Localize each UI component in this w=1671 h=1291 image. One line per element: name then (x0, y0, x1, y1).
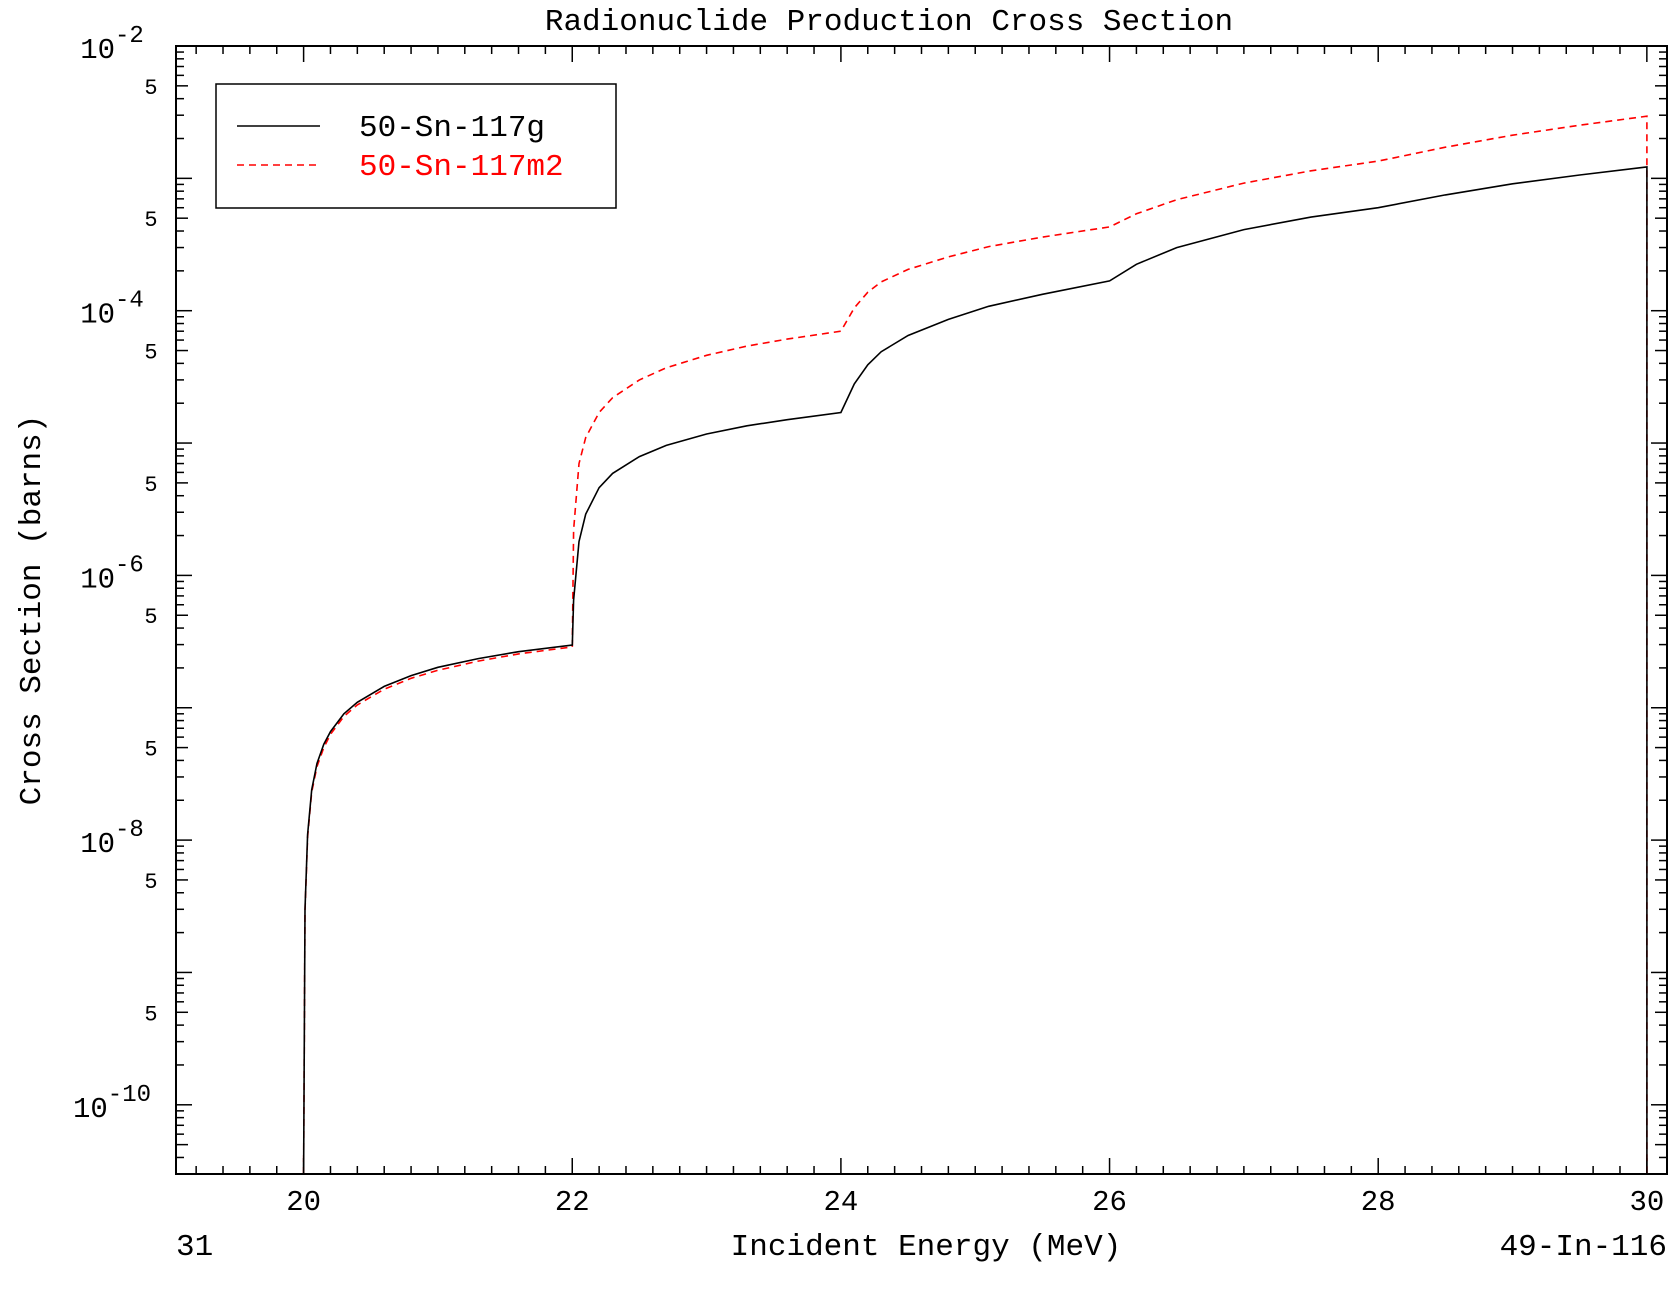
legend-label-series-1: 50-Sn-117g (359, 111, 545, 146)
x-tick-label: 30 (1629, 1186, 1664, 1219)
y-minor-tick-label: 5 (144, 341, 157, 366)
y-tick-label: 10-4 (80, 288, 144, 332)
y-tick-label: 10-10 (73, 1082, 151, 1126)
y-minor-tick-label: 5 (144, 208, 157, 233)
y-minor-tick-label: 5 (144, 76, 157, 101)
y-tick-label: 10-8 (80, 817, 144, 861)
x-tick-label: 28 (1361, 1186, 1396, 1219)
legend-box (215, 83, 617, 209)
footer-right-label: 49-In-116 (1500, 1230, 1667, 1265)
y-tick-label: 10-6 (80, 552, 144, 596)
legend-label-series-2: 50-Sn-117m2 (359, 150, 564, 185)
y-minor-tick-label: 5 (144, 605, 157, 630)
y-minor-tick-label: 5 (144, 870, 157, 895)
y-minor-tick-label: 5 (144, 1002, 157, 1027)
series-line-1 (302, 165, 1648, 1175)
x-tick-label: 22 (555, 1186, 590, 1219)
footer-left-label: 31 (176, 1230, 213, 1265)
series-line-2 (302, 115, 1648, 1175)
x-tick-label: 26 (1092, 1186, 1127, 1219)
legend: 50-Sn-117g 50-Sn-117m2 (215, 83, 617, 209)
y-axis-label: Cross Section (barns) (15, 415, 50, 806)
series-group (302, 115, 1648, 1175)
y-minor-tick-label: 5 (144, 473, 157, 498)
x-tick-label: 20 (286, 1186, 321, 1219)
chart-title: Radionuclide Production Cross Section (545, 5, 1233, 40)
x-tick-label: 24 (823, 1186, 858, 1219)
plot-frame (175, 45, 1668, 1175)
x-axis-label: Incident Energy (MeV) (731, 1230, 1122, 1265)
axes-group: 20 22 24 26 28 30 10-2 10-4 10-6 10-8 10-10 5 5 5 5 5 5 5… (73, 23, 1667, 1219)
y-minor-tick-label: 5 (144, 738, 157, 763)
y-tick-label: 10-2 (80, 23, 144, 67)
